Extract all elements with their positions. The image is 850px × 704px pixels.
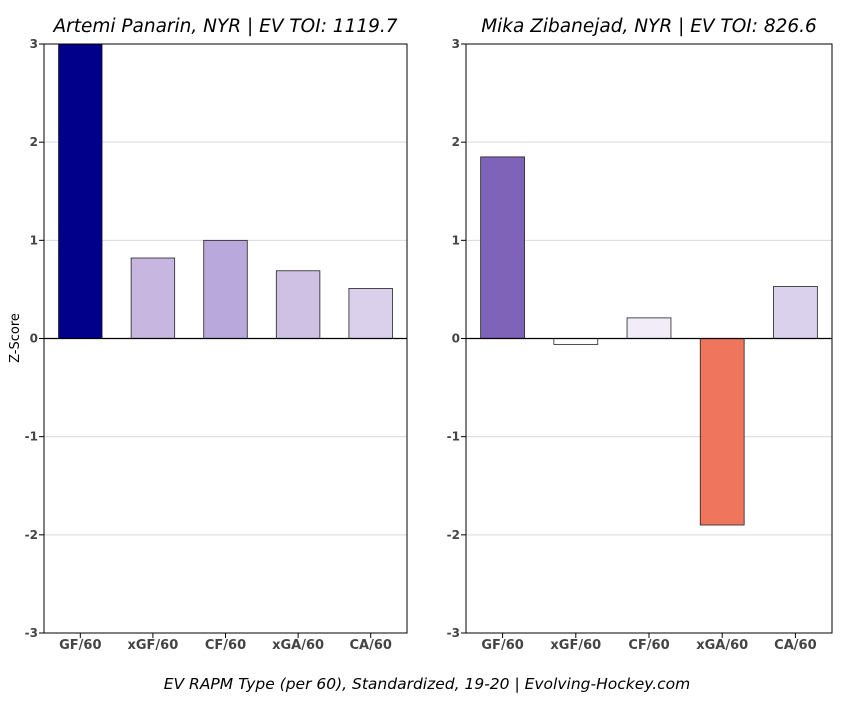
- x-tick-label: GF/60: [59, 638, 101, 653]
- x-tick-label: xGA/60: [696, 638, 748, 653]
- x-tick-label: CF/60: [205, 638, 246, 653]
- bar-cf-per-60: [203, 239, 248, 339]
- y-tick-label: 1: [452, 233, 460, 247]
- x-tick-label: CF/60: [628, 638, 669, 653]
- y-tick-label: -1: [25, 430, 38, 444]
- y-tick-label: 1: [30, 233, 38, 247]
- chart-title: Mika Zibanejad, NYR | EV TOI: 826.6: [481, 16, 817, 37]
- figure-caption: EV RAPM Type (per 60), Standardized, 19-…: [164, 675, 691, 693]
- y-tick-label: 2: [30, 135, 38, 149]
- x-tick-label: CA/60: [349, 638, 391, 653]
- bar-xga-per-60: [275, 270, 321, 339]
- bar-cf-per-60: [626, 317, 672, 339]
- bar-gf-per-60: [480, 156, 525, 339]
- y-tick-label: 0: [452, 332, 460, 346]
- chart-title: Artemi Panarin, NYR | EV TOI: 1119.7: [52, 16, 397, 37]
- bar-xgf-per-60: [553, 338, 599, 345]
- x-tick-label: xGF/60: [550, 638, 601, 653]
- y-axis-label: Z-Score: [8, 313, 23, 363]
- x-tick-label: GF/60: [481, 638, 523, 653]
- x-tick-label: CA/60: [774, 638, 816, 653]
- y-tick-label: 0: [30, 332, 38, 346]
- y-tick-label: -2: [447, 528, 460, 542]
- y-tick-label: -2: [25, 528, 38, 542]
- y-tick-label: 2: [452, 135, 460, 149]
- bar-xgf-per-60: [130, 257, 176, 339]
- x-tick-label: xGF/60: [128, 638, 179, 653]
- bar-ca-per-60: [773, 286, 818, 339]
- y-tick-label: 3: [452, 37, 460, 51]
- bar-xga-per-60: [699, 338, 745, 526]
- y-tick-label: -3: [447, 626, 460, 640]
- y-tick-label: -1: [447, 430, 460, 444]
- y-tick-label: 3: [30, 37, 38, 51]
- x-tick-label: xGA/60: [272, 638, 324, 653]
- y-tick-label: -3: [25, 626, 38, 640]
- bar-gf-per-60: [58, 43, 103, 339]
- bar-ca-per-60: [348, 288, 393, 339]
